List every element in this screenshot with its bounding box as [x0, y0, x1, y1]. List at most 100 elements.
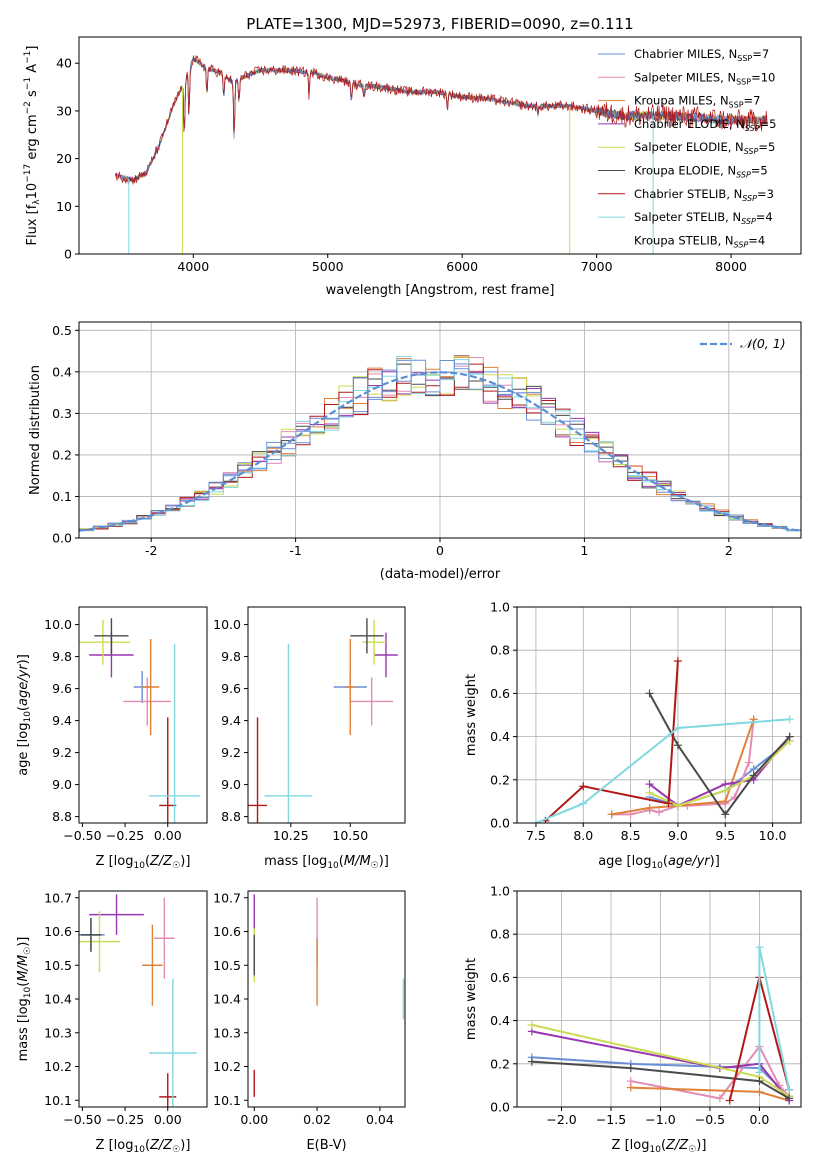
y-tick-label: 10.6	[213, 924, 241, 939]
y-tick-label: 8.8	[221, 809, 241, 824]
y-axis-label: mass [log10(M/M☉)]	[16, 937, 33, 1062]
legend-label: Chabrier ELODIE, NSSP=5	[634, 117, 776, 133]
y-tick-label: 10.4	[213, 992, 241, 1007]
x-tick-label: 10.25	[273, 828, 309, 843]
weight-marker	[785, 715, 794, 724]
weight-series-line	[611, 719, 755, 816]
plot-area	[79, 894, 197, 1107]
x-tick-label: −0.25	[106, 1112, 144, 1127]
plot-area	[79, 355, 801, 533]
x-axis-label: Z [log10(Z/Z☉)]	[612, 1138, 707, 1155]
y-axis-label: Normed distribution	[28, 365, 43, 495]
axes-frame	[247, 606, 406, 824]
y-tick-label: 0.4	[490, 729, 510, 744]
x-tick-label: 0.00	[240, 1112, 268, 1127]
x-tick-label: 9.5	[715, 828, 735, 843]
residuals-panel: -2 -1 0 1 2 0.0 0.1 0.2 0.3 0.4 0.5 (data-model)/er…	[28, 321, 802, 582]
weight-marker	[715, 1094, 724, 1103]
y-tick-label: 0.0	[52, 531, 72, 546]
y-tick-label: 10.2	[44, 1059, 72, 1074]
legend-label: Salpeter STELIB, NSSP=4	[634, 210, 773, 226]
spectrum-legend: Chabrier MILES, NSSP=7 Salpeter MILES, NS…	[598, 47, 776, 249]
x-tick-label: −2.0	[546, 1112, 576, 1127]
weight-marker	[673, 657, 682, 665]
normal-curve	[79, 371, 801, 532]
x-tick-label: 0.00	[154, 828, 182, 843]
x-tick-label: 0.02	[303, 1112, 331, 1127]
y-tick-label: 0.6	[490, 970, 510, 985]
y-tick-label: 10.2	[213, 1059, 241, 1074]
y-axis-label: mass weight	[464, 958, 479, 1040]
weight-marker	[721, 786, 730, 795]
y-axis-label: Flux [fλ10−17 erg cm−2 s−1 A−1]	[23, 46, 42, 246]
figure-title: PLATE=1300, MJD=52973, FIBERID=0090, z=0…	[246, 15, 633, 33]
weight-marker	[725, 1096, 734, 1105]
weight-series-line	[535, 718, 790, 823]
errorbar-point	[148, 978, 197, 1107]
y-tick-label: 0.4	[490, 1013, 510, 1028]
weight-marker	[673, 723, 682, 732]
x-tick-label: 0.0	[749, 1112, 769, 1127]
weight-marker	[755, 1068, 764, 1077]
axes-frame	[78, 36, 802, 255]
y-tick-label: 9.2	[52, 745, 72, 760]
errorbar-point	[248, 717, 268, 823]
y-tick-label: 10.7	[213, 890, 241, 905]
y-tick-label: 10.1	[213, 1093, 241, 1108]
x-tick-label: 7.5	[526, 828, 546, 843]
plot-area	[527, 943, 794, 1105]
weight-marker	[645, 780, 654, 789]
weight-marker	[655, 808, 663, 817]
y-tick-label: 0.5	[52, 323, 72, 338]
weight-marker	[607, 810, 616, 819]
weight-marker	[785, 1085, 794, 1094]
errorbar-point	[142, 639, 160, 735]
errorbar-point	[350, 677, 394, 726]
weight-marker	[645, 788, 654, 797]
y-tick-label: 10.7	[44, 890, 72, 905]
legend-label: Chabrier MILES, NSSP=7	[634, 47, 769, 63]
y-axis-label: mass weight	[464, 674, 479, 756]
weight-marker	[664, 799, 673, 808]
weight-marker	[755, 1077, 764, 1086]
weight-marker	[673, 801, 682, 810]
y-tick-label: 30	[56, 103, 72, 118]
errorbar-point	[374, 632, 398, 678]
weight-marker	[785, 732, 794, 741]
y-tick-label: 9.0	[52, 777, 72, 792]
errorbar-point	[79, 619, 131, 665]
axes-frame	[247, 890, 406, 1108]
x-tick-label: 4000	[177, 259, 209, 274]
weight-marker	[721, 797, 730, 806]
y-tick-label: 10.3	[213, 1025, 241, 1040]
ebv-mass-panel: 0.00 0.02 0.04 10.1 10.2 10.3 10.4 10.5 10.6 10.7…	[213, 890, 406, 1153]
errorbar-point	[148, 643, 201, 823]
weight-marker	[785, 1094, 794, 1103]
y-tick-label: 0.2	[490, 772, 510, 787]
weight-marker	[721, 810, 730, 819]
x-tick-label: −0.50	[63, 828, 101, 843]
y-tick-label: 9.0	[221, 777, 241, 792]
x-tick-label: -1	[289, 543, 301, 558]
errorbar-point	[80, 918, 102, 952]
x-tick-label: 5000	[312, 259, 344, 274]
weight-marker	[755, 1087, 764, 1096]
weight-marker	[626, 1064, 635, 1073]
legend-label: Kroupa STELIB, NSSP=4	[634, 233, 765, 249]
x-axis-label: Z [log10(Z/Z☉)]	[96, 854, 191, 871]
plot-area	[79, 618, 201, 823]
y-tick-label: 0.2	[490, 1056, 510, 1071]
weight-series-line	[611, 718, 755, 816]
x-tick-label: 6000	[446, 259, 478, 274]
x-tick-label: −1.0	[645, 1112, 675, 1127]
x-tick-label: 1	[580, 543, 588, 558]
y-tick-label: 0.2	[52, 447, 72, 462]
weight-marker	[645, 803, 654, 812]
y-tick-label: 0.6	[490, 686, 510, 701]
y-tick-label: 10.5	[44, 958, 72, 973]
x-tick-label: 0.04	[366, 1112, 394, 1127]
z-age-panel: −0.50 −0.25 0.00 8.8 9.0 9.2 9.4 9.6 9.8 10.0 Z [l…	[16, 606, 208, 871]
x-axis-label: wavelength [Angstrom, rest frame]	[326, 283, 555, 298]
y-tick-label: 10.0	[213, 617, 241, 632]
